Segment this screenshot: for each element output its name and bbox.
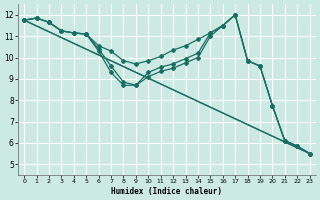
X-axis label: Humidex (Indice chaleur): Humidex (Indice chaleur) [111, 187, 222, 196]
